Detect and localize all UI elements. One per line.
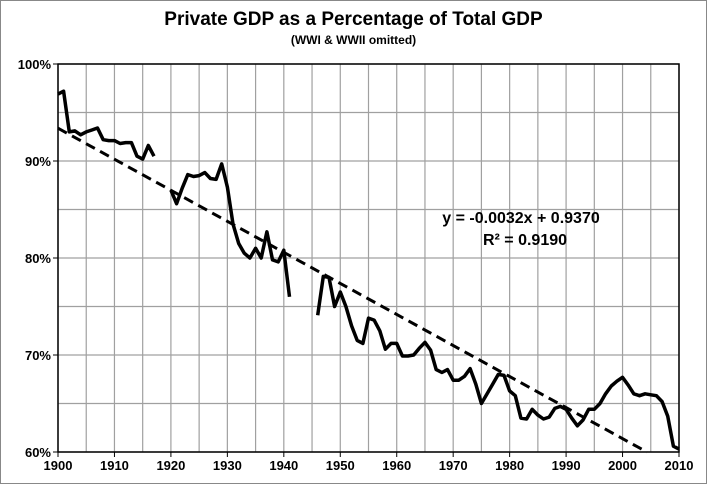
x-tick-label: 2010 xyxy=(665,458,694,473)
y-tick-label: 60% xyxy=(25,445,51,460)
y-tick-label: 100% xyxy=(18,57,52,72)
trendline-r-squared: R² = 0.9190 xyxy=(483,232,567,249)
data-series-line xyxy=(57,89,680,451)
y-tick-label: 90% xyxy=(25,154,51,169)
y-tick-label: 80% xyxy=(25,251,51,266)
x-tick-label: 1970 xyxy=(439,458,468,473)
chart-subtitle: (WWI & WWII omitted) xyxy=(290,33,417,47)
y-tick-label: 70% xyxy=(25,348,51,363)
x-tick-label: 1950 xyxy=(326,458,355,473)
x-tick-label: 1910 xyxy=(100,458,129,473)
x-tick-label: 1940 xyxy=(269,458,298,473)
x-tick-label: 2000 xyxy=(608,458,637,473)
x-tick-label: 1920 xyxy=(156,458,185,473)
x-tick-label: 1980 xyxy=(495,458,524,473)
trendline-equation: y = -0.0032x + 0.9370 xyxy=(442,210,600,227)
x-tick-label: 1900 xyxy=(44,458,73,473)
x-tick-label: 1990 xyxy=(552,458,581,473)
x-tick-label: 1930 xyxy=(213,458,242,473)
chart-title: Private GDP as a Percentage of Total GDP xyxy=(164,9,543,30)
trendline xyxy=(57,126,648,454)
x-tick-label: 1960 xyxy=(382,458,411,473)
